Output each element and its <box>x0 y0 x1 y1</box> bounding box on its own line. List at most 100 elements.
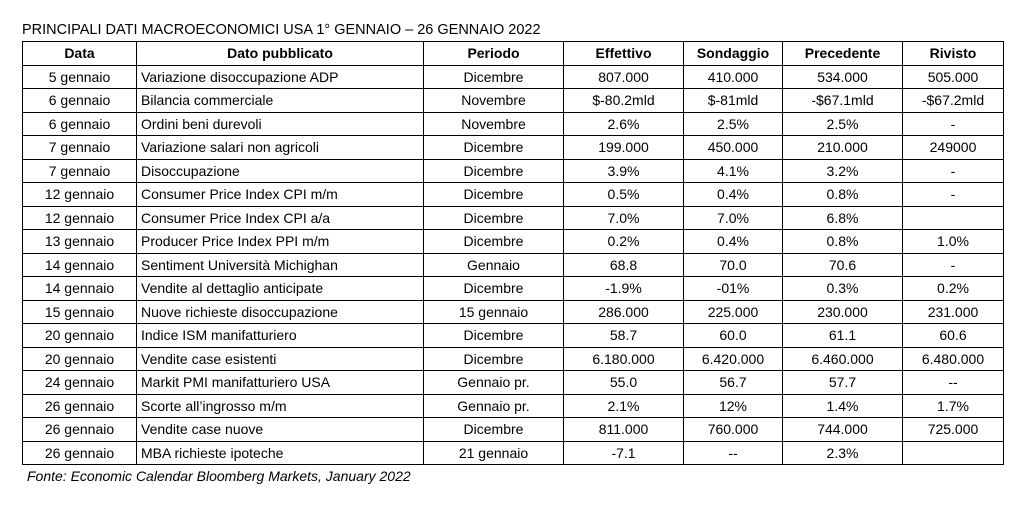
cell-data: 15 gennaio <box>22 299 137 324</box>
cell-sondaggio: 70.0 <box>683 252 783 277</box>
table-row: 14 gennaio Vendite al dettaglio anticipat… <box>22 276 1004 301</box>
cell-rivisto: 60.6 <box>902 323 1004 348</box>
cell-periodo: Dicembre <box>423 276 564 301</box>
cell-effettivo: 0.2% <box>563 229 684 254</box>
table-body: 5 gennaio Variazione disoccupazione ADP Di… <box>22 64 1004 465</box>
cell-effettivo: 811.000 <box>563 417 684 442</box>
cell-periodo: Novembre <box>423 111 564 136</box>
cell-dato-pubblicato: Scorte all’ingrosso m/m <box>136 393 424 418</box>
cell-rivisto: - <box>902 111 1004 136</box>
cell-sondaggio: -01% <box>683 276 783 301</box>
cell-sondaggio: $-81mld <box>683 88 783 113</box>
cell-precedente: 0.8% <box>782 182 903 207</box>
cell-effettivo: -7.1 <box>563 440 684 465</box>
cell-data: 5 gennaio <box>22 64 137 89</box>
cell-rivisto: 505.000 <box>902 64 1004 89</box>
cell-rivisto <box>902 205 1004 230</box>
cell-dato-pubblicato: Vendite case nuove <box>136 417 424 442</box>
cell-data: 7 gennaio <box>22 158 137 183</box>
table-row: 7 gennaio Disoccupazione Dicembre 3.9% 4.1% 3… <box>22 158 1004 183</box>
cell-periodo: Gennaio <box>423 252 564 277</box>
cell-effettivo: 7.0% <box>563 205 684 230</box>
source-note: Fonte: Economic Calendar Bloomberg Marke… <box>27 468 411 484</box>
cell-periodo: Dicembre <box>423 135 564 160</box>
cell-dato-pubblicato: Ordini beni durevoli <box>136 111 424 136</box>
cell-effettivo: 2.1% <box>563 393 684 418</box>
cell-dato-pubblicato: Producer Price Index PPI m/m <box>136 229 424 254</box>
cell-precedente: -$67.1mld <box>782 88 903 113</box>
cell-precedente: 6.460.000 <box>782 346 903 371</box>
cell-dato-pubblicato: Disoccupazione <box>136 158 424 183</box>
cell-periodo: Dicembre <box>423 229 564 254</box>
cell-periodo: Dicembre <box>423 64 564 89</box>
cell-rivisto <box>902 440 1004 465</box>
cell-effettivo: -1.9% <box>563 276 684 301</box>
table-row: 14 gennaio Sentiment Università Michighan… <box>22 252 1004 277</box>
cell-effettivo: 199.000 <box>563 135 684 160</box>
cell-data: 26 gennaio <box>22 393 137 418</box>
cell-rivisto: -$67.2mld <box>902 88 1004 113</box>
cell-effettivo: 55.0 <box>563 370 684 395</box>
cell-sondaggio: 410.000 <box>683 64 783 89</box>
cell-precedente: 744.000 <box>782 417 903 442</box>
header-row: Data Dato pubblicato Periodo Effettivo S… <box>22 41 1004 66</box>
cell-sondaggio: 6.420.000 <box>683 346 783 371</box>
cell-precedente: 61.1 <box>782 323 903 348</box>
table-row: 12 gennaio Consumer Price Index CPI a/a Di… <box>22 205 1004 230</box>
cell-data: 12 gennaio <box>22 182 137 207</box>
cell-data: 24 gennaio <box>22 370 137 395</box>
cell-dato-pubblicato: MBA richieste ipoteche <box>136 440 424 465</box>
cell-dato-pubblicato: Nuove richieste disoccupazione <box>136 299 424 324</box>
cell-precedente: 1.4% <box>782 393 903 418</box>
cell-precedente: 0.3% <box>782 276 903 301</box>
cell-effettivo: 286.000 <box>563 299 684 324</box>
cell-precedente: 534.000 <box>782 64 903 89</box>
cell-sondaggio: 56.7 <box>683 370 783 395</box>
header-dato-pubblicato: Dato pubblicato <box>136 41 424 66</box>
cell-precedente: 2.5% <box>782 111 903 136</box>
cell-sondaggio: 0.4% <box>683 229 783 254</box>
table-row: 6 gennaio Bilancia commerciale Novembre $-8… <box>22 88 1004 113</box>
cell-rivisto: 1.0% <box>902 229 1004 254</box>
cell-dato-pubblicato: Markit PMI manifatturiero USA <box>136 370 424 395</box>
table-row: 20 gennaio Indice ISM manifatturiero Dicem… <box>22 323 1004 348</box>
table-row: 26 gennaio Scorte all’ingrosso m/m Gennaio… <box>22 393 1004 418</box>
cell-data: 20 gennaio <box>22 346 137 371</box>
table-row: 5 gennaio Variazione disoccupazione ADP Di… <box>22 64 1004 89</box>
cell-sondaggio: 7.0% <box>683 205 783 230</box>
cell-data: 12 gennaio <box>22 205 137 230</box>
cell-rivisto: - <box>902 182 1004 207</box>
table-row: 15 gennaio Nuove richieste disoccupazione… <box>22 299 1004 324</box>
cell-dato-pubblicato: Consumer Price Index CPI m/m <box>136 182 424 207</box>
cell-rivisto: 725.000 <box>902 417 1004 442</box>
cell-rivisto: -- <box>902 370 1004 395</box>
cell-data: 26 gennaio <box>22 417 137 442</box>
cell-effettivo: 3.9% <box>563 158 684 183</box>
cell-sondaggio: 12% <box>683 393 783 418</box>
header-rivisto: Rivisto <box>902 41 1004 66</box>
cell-effettivo: 6.180.000 <box>563 346 684 371</box>
cell-sondaggio: 760.000 <box>683 417 783 442</box>
cell-periodo: Dicembre <box>423 182 564 207</box>
cell-sondaggio: -- <box>683 440 783 465</box>
table-row: 13 gennaio Producer Price Index PPI m/m Di… <box>22 229 1004 254</box>
cell-rivisto: 231.000 <box>902 299 1004 324</box>
cell-periodo: Dicembre <box>423 346 564 371</box>
cell-effettivo: 68.8 <box>563 252 684 277</box>
cell-sondaggio: 450.000 <box>683 135 783 160</box>
header-sondaggio: Sondaggio <box>683 41 783 66</box>
cell-sondaggio: 4.1% <box>683 158 783 183</box>
cell-rivisto: 0.2% <box>902 276 1004 301</box>
cell-rivisto: 249000 <box>902 135 1004 160</box>
cell-dato-pubblicato: Variazione disoccupazione ADP <box>136 64 424 89</box>
cell-precedente: 3.2% <box>782 158 903 183</box>
cell-periodo: Gennaio pr. <box>423 370 564 395</box>
cell-dato-pubblicato: Vendite al dettaglio anticipate <box>136 276 424 301</box>
table-row: 7 gennaio Variazione salari non agricoli D… <box>22 135 1004 160</box>
cell-precedente: 0.8% <box>782 229 903 254</box>
cell-precedente: 70.6 <box>782 252 903 277</box>
cell-sondaggio: 0.4% <box>683 182 783 207</box>
cell-effettivo: $-80.2mld <box>563 88 684 113</box>
cell-effettivo: 807.000 <box>563 64 684 89</box>
cell-periodo: Gennaio pr. <box>423 393 564 418</box>
